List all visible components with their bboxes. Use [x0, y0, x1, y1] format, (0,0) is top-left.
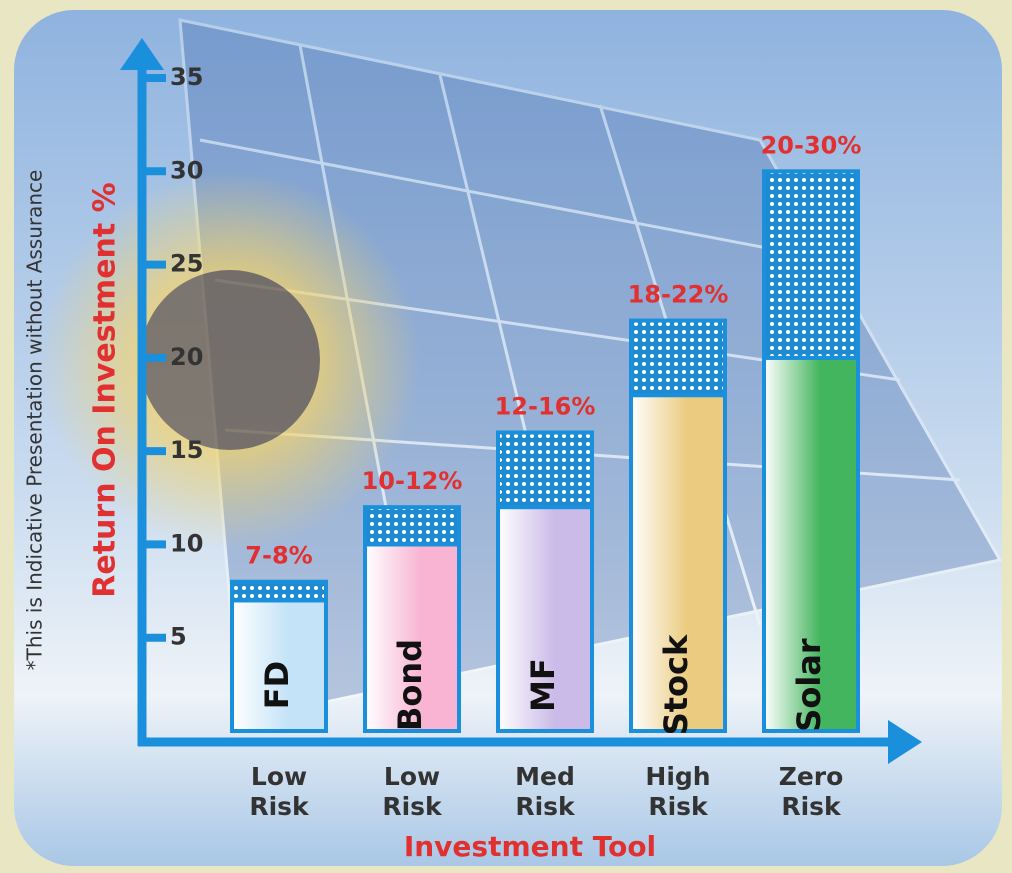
bar-label: 18-22%: [628, 281, 729, 309]
bar-segment: [365, 507, 459, 544]
x-tick-label: Zero Risk: [766, 762, 856, 822]
infographic: *This is Indicative Presentation without…: [0, 0, 1012, 873]
y-tick-label: 15: [170, 436, 203, 464]
bar-name: FD: [258, 661, 296, 709]
bar-name: Stock: [657, 634, 695, 735]
bar-segment: [631, 321, 725, 396]
bar-name: MF: [524, 658, 562, 712]
y-tick-label: 30: [170, 156, 203, 184]
note: *This is Indicative Presentation without…: [23, 170, 47, 671]
bar-label: 7-8%: [245, 542, 312, 570]
bar-segment: [764, 171, 858, 358]
bar-segment: [232, 582, 326, 601]
y-tick-label: 35: [170, 63, 203, 91]
x-tick-label: Low Risk: [367, 762, 457, 822]
bar-label: 20-30%: [761, 131, 862, 159]
y-tick-label: 25: [170, 250, 203, 278]
x-tick-label: High Risk: [633, 762, 723, 822]
chart: *This is Indicative Presentation without…: [0, 0, 1012, 873]
y-tick-label: 20: [170, 343, 203, 371]
y-axis-title: Return On Investment %: [88, 182, 123, 597]
bar-name: Solar: [790, 638, 828, 732]
bar-label: 10-12%: [362, 467, 463, 495]
y-tick-label: 10: [170, 529, 203, 557]
y-tick-label: 5: [170, 623, 187, 651]
bar-segment: [498, 432, 592, 507]
x-tick-label: Low Risk: [234, 762, 324, 822]
bar-label: 12-16%: [495, 392, 596, 420]
x-tick-label: Med Risk: [500, 762, 590, 822]
x-axis-title: Investment Tool: [404, 830, 656, 863]
bar-name: Bond: [391, 639, 429, 731]
